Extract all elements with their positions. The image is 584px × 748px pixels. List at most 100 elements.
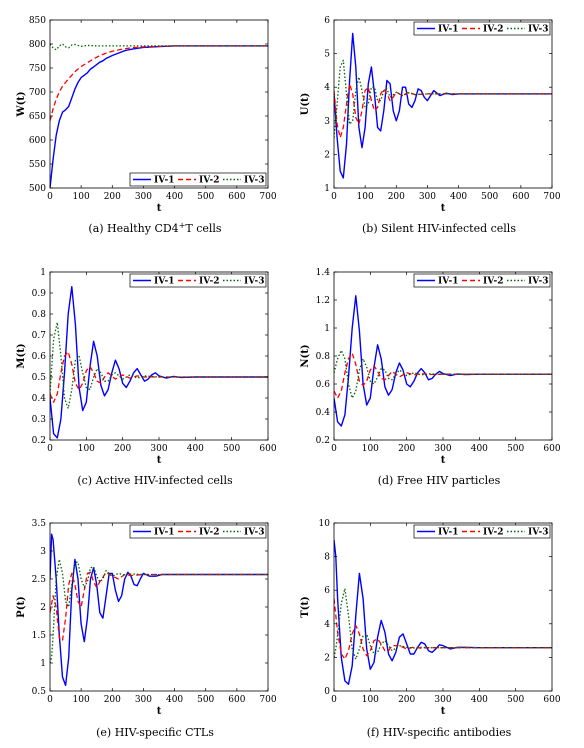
axes-frame [49, 271, 269, 441]
y-tick-label: 4 [324, 620, 330, 630]
y-tick-label: 1 [324, 324, 330, 334]
axes-frame [333, 19, 553, 189]
y-tick-label: 550 [29, 160, 46, 170]
chart-panel-1: 0 100 200 300 400 500 600 700 500 550 600 650 700 750… [16, 16, 277, 235]
series-line-iv-1 [334, 295, 552, 427]
panel-caption: (c) Active HIV-infected cells [77, 474, 233, 487]
x-axis-label: t [157, 455, 162, 466]
x-tick-label: 200 [104, 192, 121, 202]
legend: IV-1 IV-2 IV-3 [129, 524, 267, 539]
y-tick-label: 850 [29, 16, 46, 26]
y-tick-label: 0.6 [32, 352, 47, 362]
y-tick-label: 2 [324, 150, 330, 160]
x-tick-label: 200 [104, 695, 121, 705]
legend-label-iv-1: IV-1 [438, 25, 459, 35]
series-line-iv-2 [50, 45, 268, 121]
x-tick-label: 500 [223, 444, 240, 454]
y-tick-label: 2.5 [32, 575, 47, 585]
y-tick-label: 0.9 [32, 289, 47, 299]
legend-label-iv-3: IV-3 [528, 277, 549, 287]
legend: IV-1 IV-2 IV-3 [129, 273, 267, 288]
axes-frame [333, 271, 553, 441]
axes-frame [49, 19, 269, 189]
x-tick-label: 0 [331, 695, 337, 705]
y-tick-label: 3 [40, 547, 46, 557]
x-tick-label: 700 [543, 192, 560, 202]
x-tick-label: 0 [47, 192, 53, 202]
y-tick-label: 0.2 [316, 436, 330, 446]
y-tick-label: 0 [324, 687, 330, 697]
x-tick-label: 100 [357, 192, 374, 202]
legend-label-iv-1: IV-1 [154, 528, 175, 538]
y-tick-label: 6 [324, 16, 330, 26]
legend-label-iv-2: IV-2 [199, 176, 220, 186]
x-tick-label: 300 [150, 444, 167, 454]
x-tick-label: 400 [187, 444, 204, 454]
x-tick-label: 200 [388, 192, 405, 202]
legend-label-iv-2: IV-2 [483, 25, 504, 35]
y-axis-label: P(t) [16, 596, 27, 618]
y-tick-label: 1 [40, 659, 46, 669]
x-axis-label: t [157, 706, 162, 717]
x-tick-label: 600 [228, 192, 245, 202]
x-tick-label: 500 [197, 192, 214, 202]
x-tick-label: 0 [331, 444, 337, 454]
x-tick-label: 500 [507, 695, 524, 705]
x-tick-label: 100 [73, 192, 90, 202]
y-axis-label: T(t) [300, 596, 311, 618]
x-axis-label: t [441, 455, 446, 466]
series-line-iv-1 [50, 286, 268, 439]
y-tick-label: 0.2 [32, 436, 46, 446]
x-tick-label: 600 [259, 444, 276, 454]
panel-caption: (b) Silent HIV-infected cells [362, 222, 516, 235]
y-tick-label: 8 [324, 553, 330, 563]
legend-box [413, 273, 551, 288]
x-tick-label: 200 [398, 444, 415, 454]
panel-caption: (e) HIV-specific CTLs [96, 726, 214, 739]
x-axis-label: t [157, 203, 162, 214]
legend-box [413, 524, 551, 539]
legend-label-iv-3: IV-3 [244, 277, 265, 287]
legend-label-iv-2: IV-2 [199, 528, 220, 538]
series-line-iv-1 [50, 533, 268, 687]
y-tick-label: 650 [29, 112, 46, 122]
x-tick-label: 700 [259, 192, 276, 202]
x-tick-label: 0 [47, 695, 53, 705]
legend-label-iv-2: IV-2 [483, 277, 504, 287]
y-tick-label: 750 [29, 64, 46, 74]
legend-box [129, 273, 267, 288]
y-tick-label: 3 [324, 117, 330, 127]
x-tick-label: 600 [512, 192, 529, 202]
y-tick-label: 10 [319, 519, 331, 529]
y-tick-label: 3.5 [32, 519, 47, 529]
chart-panel-3: 0 100 200 300 400 500 600 0.2 0.3 0.4 0.5 0.6 0.7 0.8… [16, 268, 277, 487]
x-tick-label: 500 [481, 192, 498, 202]
legend-label-iv-3: IV-3 [244, 176, 265, 186]
x-tick-label: 600 [543, 695, 560, 705]
x-tick-label: 100 [362, 444, 379, 454]
legend-box [129, 524, 267, 539]
axes-frame [49, 522, 269, 692]
y-tick-label: 0.7 [32, 331, 47, 341]
x-tick-label: 400 [166, 192, 183, 202]
series-line-iv-2 [334, 598, 552, 660]
legend: IV-1 IV-2 IV-3 [413, 273, 551, 288]
series-line-iv-1 [334, 539, 552, 685]
y-tick-label: 0.8 [316, 352, 331, 362]
y-tick-label: 0.3 [32, 415, 47, 425]
x-tick-label: 400 [166, 695, 183, 705]
x-tick-label: 400 [471, 695, 488, 705]
series-line-iv-3 [50, 43, 268, 51]
panel-caption: (a) Healthy CD4+T cells [88, 221, 222, 235]
series-line-iv-3 [50, 558, 268, 664]
axes-frame [333, 522, 553, 692]
legend-label-iv-1: IV-1 [154, 277, 175, 287]
y-tick-label: 4 [324, 83, 330, 93]
x-tick-label: 0 [47, 444, 53, 454]
series-line-iv-3 [334, 587, 552, 660]
x-tick-label: 300 [135, 695, 152, 705]
y-tick-label: 2 [324, 653, 330, 663]
x-axis-label: t [441, 203, 446, 214]
